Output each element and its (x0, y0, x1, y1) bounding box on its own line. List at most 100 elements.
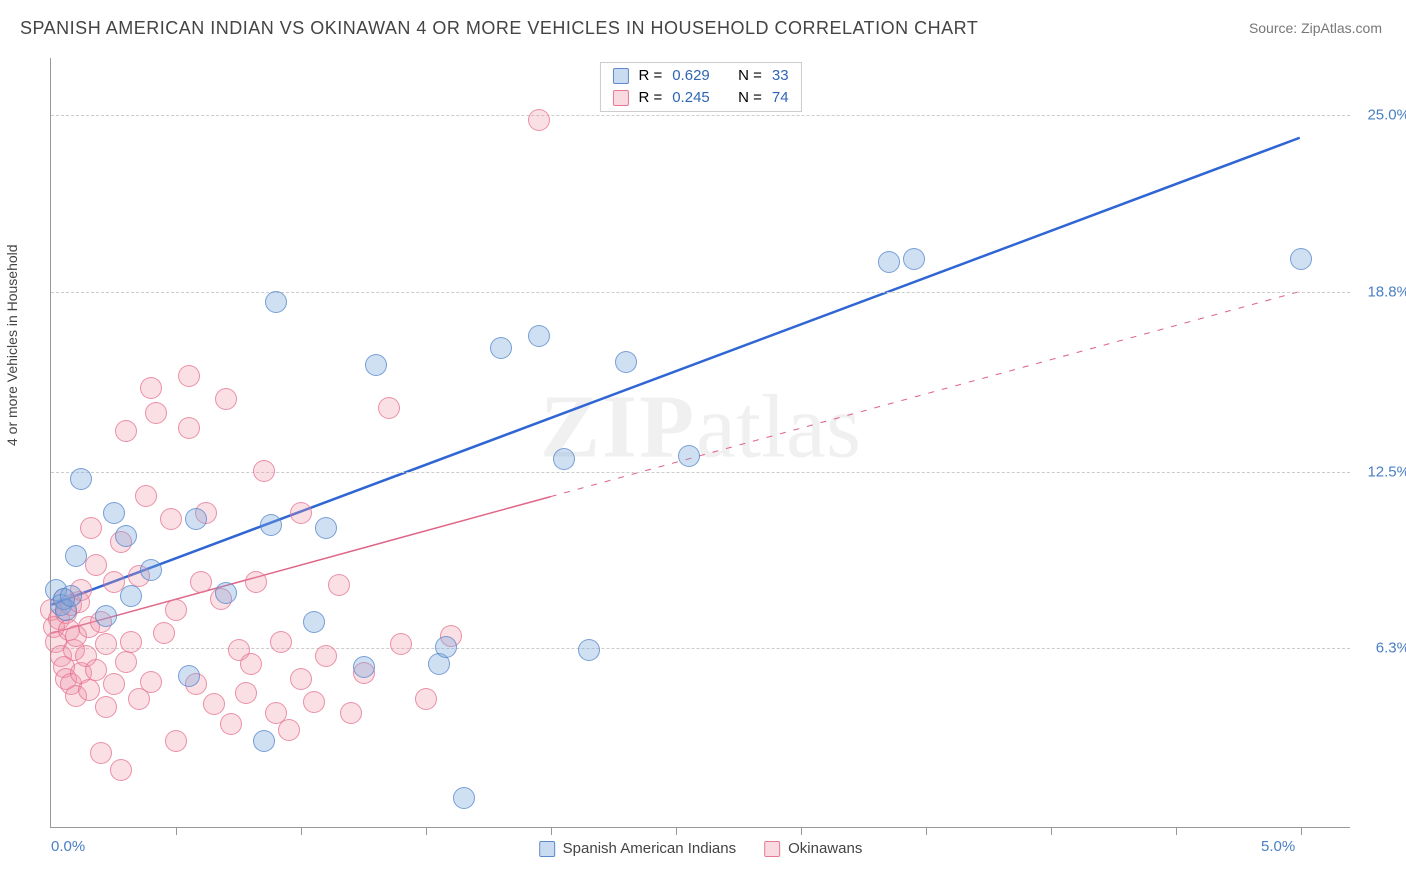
scatter-point (120, 631, 142, 653)
scatter-point (490, 337, 512, 359)
scatter-point (903, 248, 925, 270)
series-legend: Spanish American Indians Okinawans (539, 840, 863, 857)
scatter-point (260, 514, 282, 536)
scatter-point (65, 545, 87, 567)
scatter-point (160, 508, 182, 530)
y-tick-label: 6.3% (1376, 640, 1406, 657)
scatter-point (265, 291, 287, 313)
scatter-point (615, 351, 637, 373)
scatter-point (378, 397, 400, 419)
scatter-point (78, 679, 100, 701)
n-value-a: 33 (772, 65, 789, 87)
scatter-point (153, 622, 175, 644)
legend-label-a: Spanish American Indians (563, 840, 736, 857)
scatter-point (115, 420, 137, 442)
chart-title: SPANISH AMERICAN INDIAN VS OKINAWAN 4 OR… (20, 18, 978, 39)
y-tick-label: 25.0% (1367, 107, 1406, 124)
scatter-point (115, 525, 137, 547)
y-axis-label: 4 or more Vehicles in Household (4, 244, 20, 446)
x-tick-label: 5.0% (1261, 838, 1295, 855)
scatter-point (553, 448, 575, 470)
scatter-point (578, 639, 600, 661)
watermark: ZIPatlas (540, 376, 861, 479)
scatter-point (215, 582, 237, 604)
correlation-legend: R = 0.629 N = 33 R = 0.245 N = 74 (599, 62, 801, 112)
scatter-point (90, 742, 112, 764)
scatter-point (115, 651, 137, 673)
scatter-point (165, 730, 187, 752)
scatter-point (528, 325, 550, 347)
swatch-a-icon (539, 841, 555, 857)
scatter-point (878, 251, 900, 273)
x-tick (301, 827, 302, 835)
n-prefix: N = (738, 65, 762, 87)
scatter-point (678, 445, 700, 467)
scatter-point (240, 653, 262, 675)
scatter-point (95, 605, 117, 627)
scatter-point (178, 665, 200, 687)
scatter-point (80, 517, 102, 539)
n-value-b: 74 (772, 87, 789, 109)
n-prefix: N = (738, 87, 762, 109)
x-tick (676, 827, 677, 835)
scatter-point (120, 585, 142, 607)
x-tick (551, 827, 552, 835)
r-prefix: R = (638, 65, 662, 87)
scatter-point (178, 417, 200, 439)
x-tick-label: 0.0% (51, 838, 85, 855)
scatter-point (315, 517, 337, 539)
scatter-point (60, 585, 82, 607)
scatter-point (353, 656, 375, 678)
gridline-h (51, 292, 1350, 293)
scatter-point (390, 633, 412, 655)
y-tick-label: 12.5% (1367, 463, 1406, 480)
scatter-point (135, 485, 157, 507)
x-tick (926, 827, 927, 835)
gridline-h (51, 472, 1350, 473)
scatter-point (203, 693, 225, 715)
scatter-point (190, 571, 212, 593)
legend-item-b: Okinawans (764, 840, 862, 857)
scatter-point (290, 502, 312, 524)
scatter-point (253, 460, 275, 482)
source-attribution: Source: ZipAtlas.com (1249, 20, 1382, 36)
swatch-series-b (612, 90, 628, 106)
scatter-point (453, 787, 475, 809)
scatter-point (85, 554, 107, 576)
legend-row-series-a: R = 0.629 N = 33 (612, 65, 788, 87)
scatter-point (528, 109, 550, 131)
y-tick-label: 18.8% (1367, 283, 1406, 300)
legend-label-b: Okinawans (788, 840, 862, 857)
scatter-point (145, 402, 167, 424)
scatter-point (95, 633, 117, 655)
scatter-point (303, 691, 325, 713)
correlation-chart: SPANISH AMERICAN INDIAN VS OKINAWAN 4 OR… (0, 0, 1406, 892)
scatter-point (340, 702, 362, 724)
scatter-point (415, 688, 437, 710)
gridline-h (51, 115, 1350, 116)
scatter-point (315, 645, 337, 667)
r-value-a: 0.629 (672, 65, 710, 87)
legend-item-a: Spanish American Indians (539, 840, 736, 857)
scatter-point (140, 377, 162, 399)
swatch-series-a (612, 68, 628, 84)
scatter-point (178, 365, 200, 387)
scatter-point (290, 668, 312, 690)
scatter-point (1290, 248, 1312, 270)
scatter-point (103, 673, 125, 695)
plot-area: ZIPatlas R = 0.629 N = 33 R = 0.245 N = … (50, 58, 1350, 828)
scatter-point (140, 559, 162, 581)
scatter-point (328, 574, 350, 596)
x-tick (176, 827, 177, 835)
scatter-point (245, 571, 267, 593)
watermark-atlas: atlas (696, 378, 861, 477)
scatter-point (235, 682, 257, 704)
scatter-point (270, 631, 292, 653)
x-tick (801, 827, 802, 835)
scatter-point (215, 388, 237, 410)
swatch-b-icon (764, 841, 780, 857)
scatter-point (103, 502, 125, 524)
scatter-point (95, 696, 117, 718)
x-tick (426, 827, 427, 835)
scatter-point (185, 508, 207, 530)
